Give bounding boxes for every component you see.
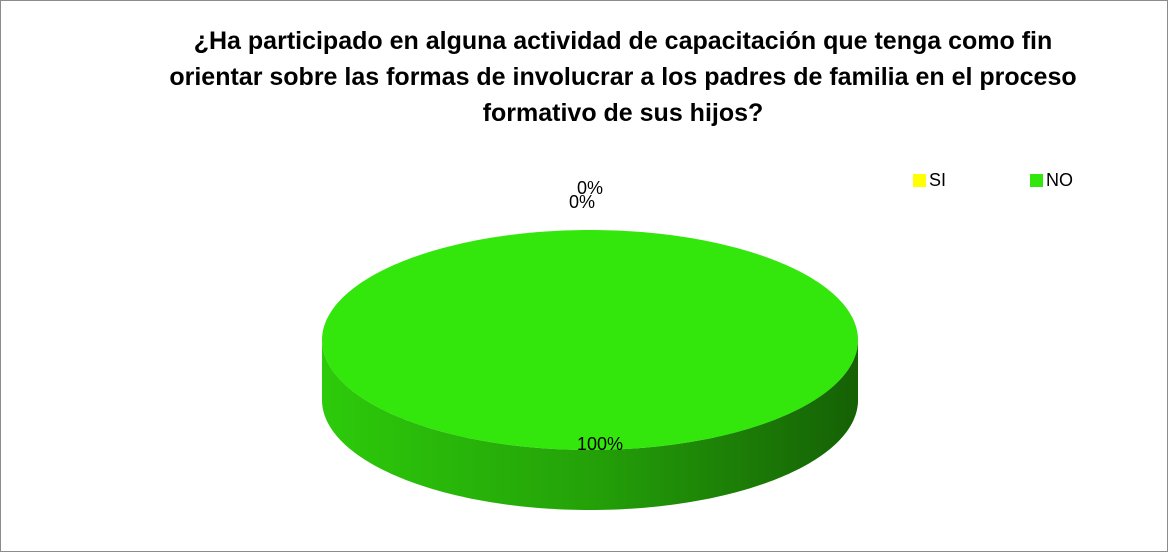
data-label: 0% [577,178,603,198]
chart-title: ¿Ha participado en alguna actividad de c… [169,27,1077,127]
slice [322,230,858,450]
legend-label: SI [929,170,946,190]
data-label: 100% [577,434,623,454]
legend-swatch [1030,174,1043,187]
legend-swatch [913,174,926,187]
legend-label: NO [1046,170,1073,190]
slice-side-shade [322,340,858,510]
data-label: 0% [569,192,595,212]
